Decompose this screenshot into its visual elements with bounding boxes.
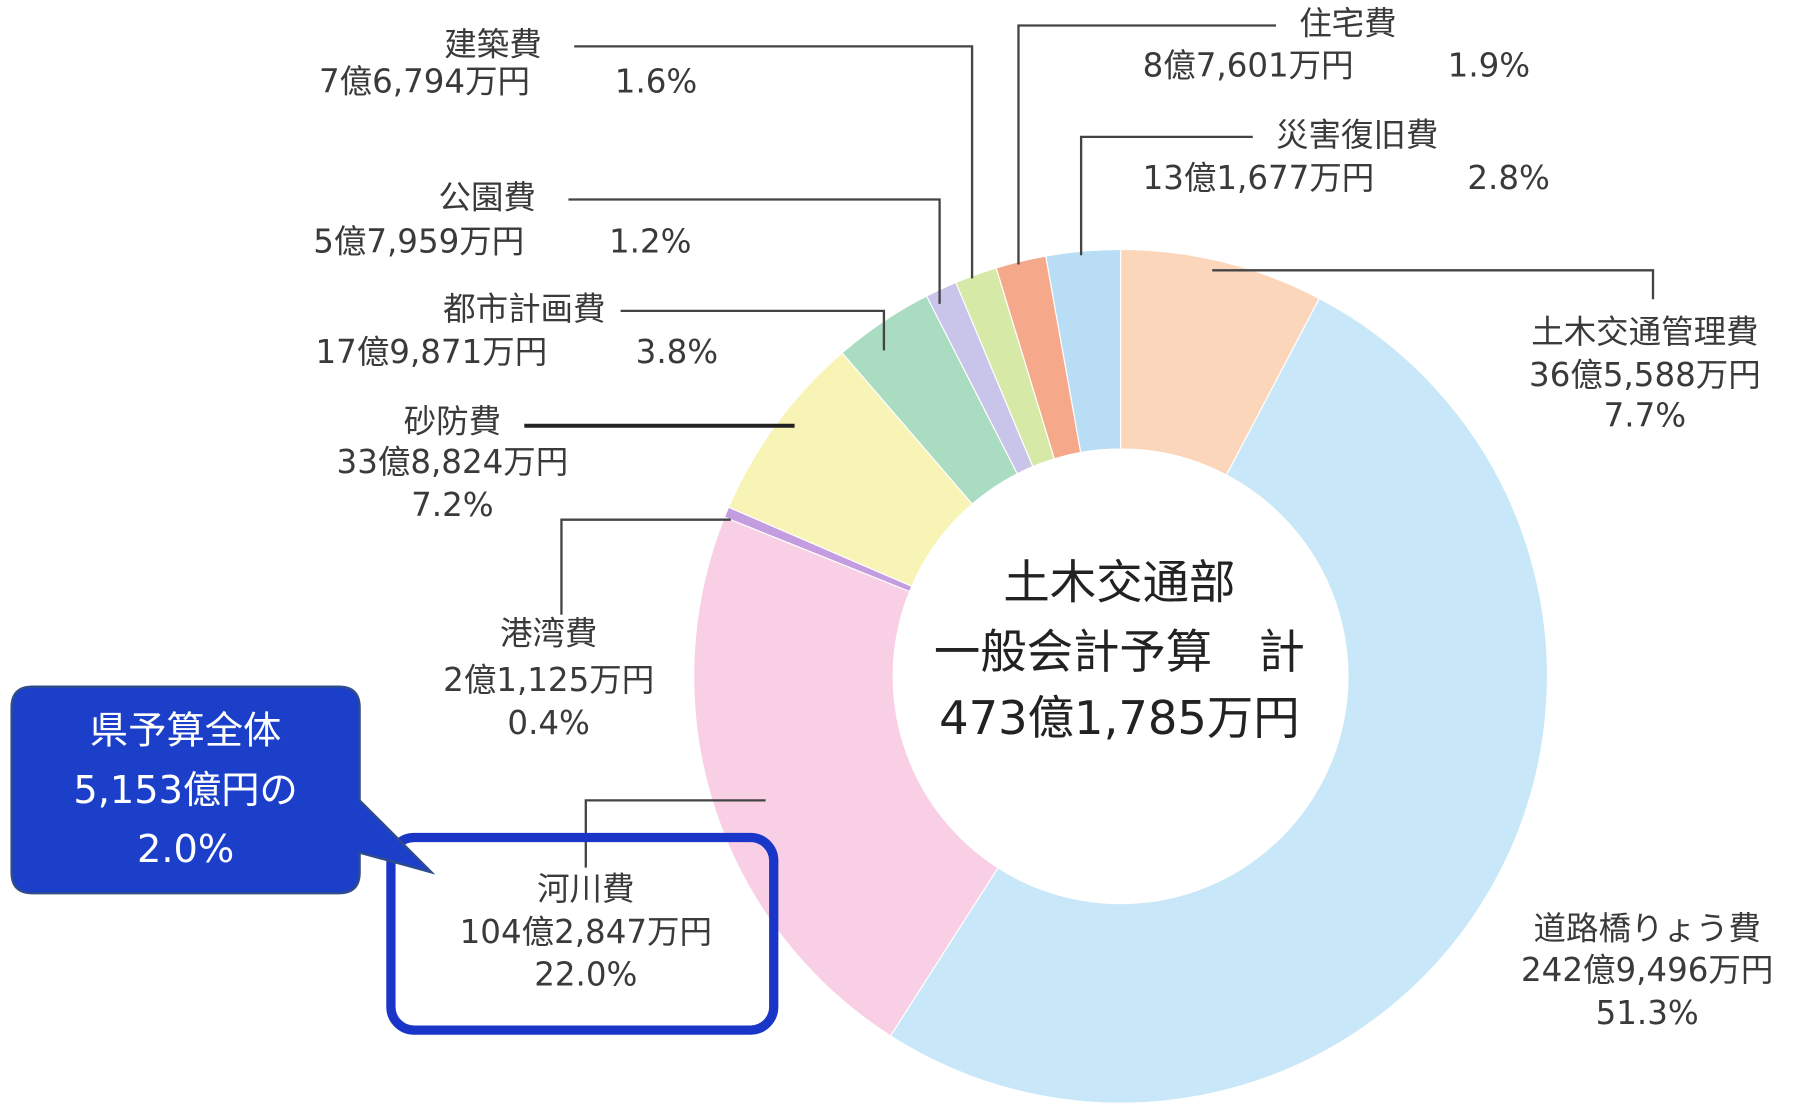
callout	[10, 685, 436, 895]
amount-label: 17億9,871万円	[316, 333, 548, 371]
callout-text: 5,153億円の	[73, 768, 297, 813]
amount-label: 7億6,794万円	[319, 63, 530, 101]
category-label: 土木交通管理費	[1531, 313, 1758, 351]
donut-slice	[889, 297, 1549, 1104]
value-label: 51.3%	[1596, 994, 1699, 1032]
callout-text: 2.0%	[137, 827, 234, 872]
category-label: 災害復旧費	[1276, 116, 1438, 154]
category-label: 建築費	[444, 25, 541, 63]
value-label: 3.8%	[636, 333, 719, 371]
center-label: 473億1,785万円	[939, 691, 1300, 745]
amount-label: 104億2,847万円	[460, 913, 712, 951]
value-label: 1.2%	[609, 223, 692, 261]
leader-line	[620, 309, 886, 351]
leader-line	[584, 799, 766, 868]
amount-label: 8億7,601万円	[1143, 46, 1354, 84]
category-label: 都市計画費	[443, 290, 605, 328]
value-label: 1.6%	[615, 63, 698, 101]
category-label: 港湾費	[500, 615, 597, 653]
center-label: 土木交通部	[1003, 555, 1235, 609]
center-label: 一般会計予算 計	[934, 625, 1305, 679]
chart-body: 土木交通部 一般会計予算 計 473億1,785万円 県予算全体 5,153億円…	[10, 5, 1773, 1104]
value-label: 22.0%	[534, 956, 637, 994]
leader-line	[574, 45, 974, 279]
leader-line	[1017, 24, 1276, 265]
value-label: 7.2%	[411, 486, 494, 524]
leader-line	[1212, 269, 1655, 300]
amount-label: 36億5,588万円	[1529, 356, 1761, 394]
value-label: 1.9%	[1448, 46, 1531, 84]
category-label: 道路橋りょう費	[1534, 909, 1761, 947]
leader-line	[568, 198, 941, 304]
value-label: 7.7%	[1604, 397, 1687, 435]
amount-label: 5億7,959万円	[313, 223, 524, 261]
leader-line	[560, 518, 731, 615]
value-label: 2.8%	[1467, 159, 1550, 197]
amount-label: 242億9,496万円	[1521, 951, 1773, 989]
leader-line	[1079, 135, 1253, 256]
amount-label: 13億1,677万円	[1143, 159, 1375, 197]
category-label: 砂防費	[404, 402, 501, 440]
category-label: 住宅費	[1299, 5, 1396, 43]
donut-slice	[1045, 248, 1122, 454]
value-label: 0.4%	[507, 704, 590, 742]
category-label: 河川費	[537, 870, 634, 908]
leader-lines	[524, 24, 1655, 868]
callout-text: 県予算全体	[90, 709, 281, 754]
highlight-box	[386, 832, 779, 1035]
category-label: 公園費	[438, 179, 535, 217]
amount-label: 33億8,824万円	[337, 443, 569, 481]
amount-label: 2億1,125万円	[443, 661, 654, 699]
